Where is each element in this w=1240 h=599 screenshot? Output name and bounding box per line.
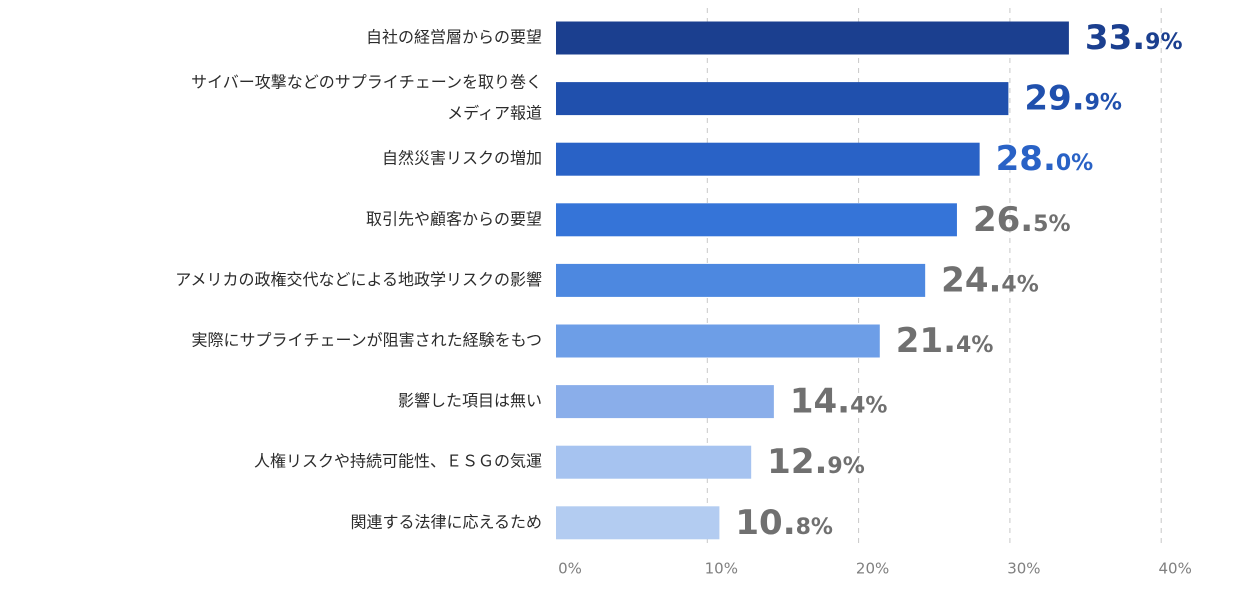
category-label-3: 自然災害リスクの増加 [382,149,542,168]
category-label-7: 影響した項目は無い [398,391,542,410]
category-label-5: アメリカの政権交代などによる地政学リスクの影響 [175,270,542,289]
value-label-3: 28.0% [996,139,1094,179]
value-label-9-major: 10. [735,503,795,543]
bar-4 [556,203,957,237]
value-label-5-minor: 4% [1001,272,1038,297]
category-label-2-line-2: メディア報道 [447,104,542,123]
bar-6 [556,324,880,358]
x-tick-label-30: 30% [1007,560,1040,578]
category-label-4: 取引先や顧客からの要望 [366,209,542,228]
value-label-9: 10.8% [735,503,833,543]
value-label-4: 26.5% [973,200,1071,240]
bar-3 [556,142,980,176]
value-label-2: 29.9% [1024,79,1122,119]
value-label-4-major: 26. [973,200,1033,240]
value-label-2-major: 29. [1024,79,1084,119]
x-tick-label-20: 20% [856,560,889,578]
value-label-layer: 33.9%29.9%28.0%26.5%24.4%21.4%14.4%12.9%… [735,18,1182,543]
category-label-6: 実際にサプライチェーンが阻害された経験をもつ [191,331,542,350]
x-axis-tick-layer: 0% 10% 20% 30% 40% [558,560,1192,578]
value-label-6-minor: 4% [956,333,993,358]
bar-9 [556,506,720,540]
x-tick-label-10: 10% [705,560,738,578]
value-label-1: 33.9% [1085,18,1183,58]
value-label-9-minor: 8% [796,515,833,540]
value-label-8-minor: 9% [827,454,864,479]
value-label-1-minor: 9% [1145,30,1182,55]
category-label-1: 自社の経営層からの要望 [366,28,542,47]
value-label-5-major: 24. [941,260,1001,300]
category-label-2-line-1: サイバー攻撃などのサプライチェーンを取り巻く [191,73,542,92]
value-label-1-major: 33. [1085,18,1145,58]
bar-8 [556,445,752,479]
value-label-7-major: 14. [790,382,850,422]
value-label-7-minor: 4% [850,394,887,419]
value-label-6-major: 21. [896,321,956,361]
x-tick-label-0: 0% [558,560,582,578]
bar-1 [556,21,1069,55]
category-label-9: 関連する法律に応えるため [350,512,542,531]
value-label-5: 24.4% [941,260,1039,300]
category-label-layer: 自社の経営層からの要望サイバー攻撃などのサプライチェーンを取り巻くメディア報道自… [175,28,542,532]
bar-7 [556,385,774,419]
value-label-7: 14.4% [790,382,888,422]
value-label-8: 12.9% [767,442,865,482]
value-label-4-minor: 5% [1033,212,1070,237]
value-label-6: 21.4% [896,321,994,361]
bar-5 [556,263,926,297]
value-label-2-minor: 9% [1085,91,1122,116]
value-label-3-major: 28. [996,139,1056,179]
category-label-8: 人権リスクや持続可能性、ＥＳＧの気運 [254,452,542,471]
x-tick-label-40: 40% [1159,560,1192,578]
bar-2 [556,82,1009,116]
value-label-3-minor: 0% [1056,151,1093,176]
value-label-8-major: 12. [767,442,827,482]
bar-layer [556,21,1069,540]
